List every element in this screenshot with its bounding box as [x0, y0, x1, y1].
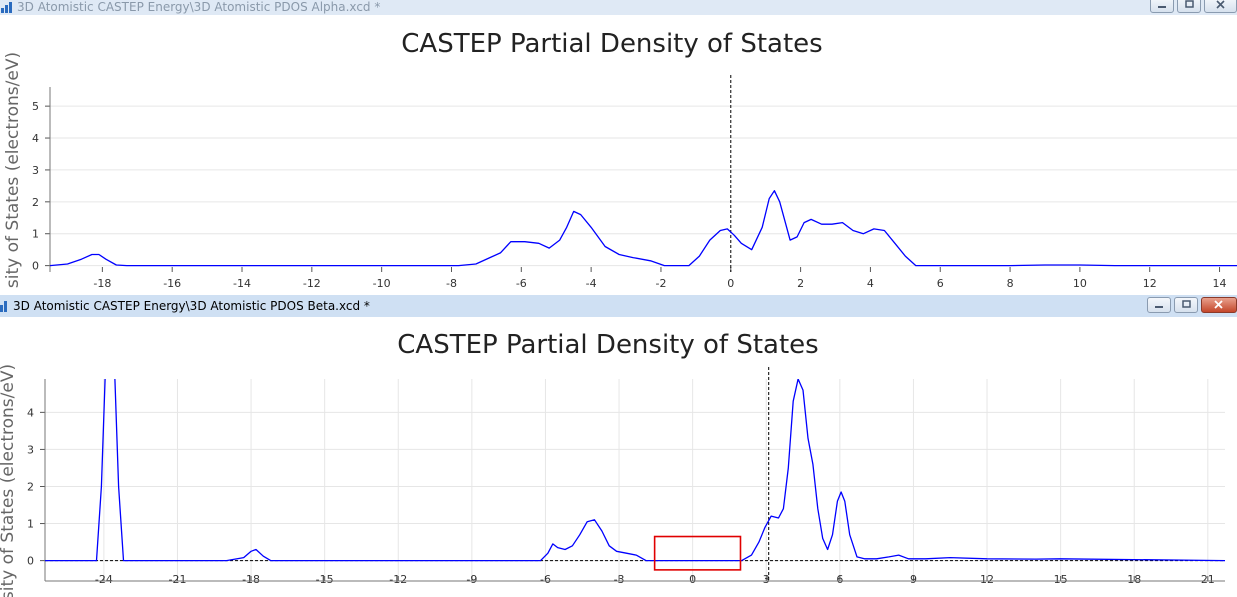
x-tick-label: -12: [303, 277, 321, 290]
y-tick-label: 1: [27, 518, 34, 531]
x-tick-label: 0: [689, 573, 696, 586]
x-tick-label: -6: [540, 573, 551, 586]
x-tick-label: 8: [1007, 277, 1014, 290]
y-axis-label: sity of States (electrons/eV): [0, 364, 18, 597]
x-tick-label: 12: [1143, 277, 1157, 290]
x-tick-label: -21: [168, 573, 186, 586]
x-tick-label: -2: [655, 277, 666, 290]
x-tick-label: 2: [797, 277, 804, 290]
x-tick-label: 10: [1073, 277, 1087, 290]
maximize-icon: [1175, 298, 1197, 312]
minimize-icon: [1151, 0, 1173, 12]
close-icon: [1205, 0, 1236, 12]
x-tick-label: -18: [242, 573, 260, 586]
x-tick-label: -12: [389, 573, 407, 586]
beta-close-button[interactable]: [1201, 297, 1237, 313]
x-tick-label: -9: [466, 573, 477, 586]
highlight-box: [655, 537, 741, 570]
y-tick-label: 5: [32, 100, 39, 113]
beta-window-titlebar[interactable]: 3D Atomistic CASTEP Energy\3D Atomistic …: [0, 295, 1237, 317]
x-tick-label: 14: [1213, 277, 1227, 290]
x-tick-label: -24: [95, 573, 113, 586]
chart-title: CASTEP Partial Density of States: [401, 29, 822, 59]
beta-minimize-button[interactable]: [1147, 297, 1171, 313]
alpha-minimize-button[interactable]: [1150, 0, 1174, 13]
y-tick-label: 0: [27, 555, 34, 568]
y-tick-label: 3: [27, 443, 34, 456]
x-tick-label: -14: [233, 277, 251, 290]
alpha-window-title: 3D Atomistic CASTEP Energy\3D Atomistic …: [17, 0, 380, 15]
x-tick-label: 12: [980, 573, 994, 586]
beta-maximize-button[interactable]: [1174, 297, 1198, 313]
x-tick-label: -8: [446, 277, 457, 290]
chart-app-icon: [1, 2, 12, 13]
y-tick-label: 2: [32, 196, 39, 209]
chart-title: CASTEP Partial Density of States: [397, 330, 818, 360]
x-tick-label: 9: [910, 573, 917, 586]
x-tick-label: 4: [867, 277, 874, 290]
x-tick-label: -10: [373, 277, 391, 290]
x-tick-label: -6: [516, 277, 527, 290]
x-tick-label: 6: [937, 277, 944, 290]
x-tick-label: -15: [316, 573, 334, 586]
y-tick-label: 1: [32, 228, 39, 241]
alpha-close-button[interactable]: [1204, 0, 1237, 13]
x-tick-label: -3: [614, 573, 625, 586]
x-tick-label: 21: [1201, 573, 1215, 586]
chart-app-icon: [0, 301, 8, 312]
x-tick-label: -18: [93, 277, 111, 290]
y-tick-label: 2: [27, 480, 34, 493]
alpha-pdos-window: 3D Atomistic CASTEP Energy\3D Atomistic …: [0, 0, 1237, 290]
y-tick-label: 4: [27, 406, 34, 419]
x-tick-label: -4: [586, 277, 597, 290]
y-axis-label: sity of States (electrons/eV): [3, 52, 23, 288]
y-tick-label: 3: [32, 164, 39, 177]
x-tick-label: 6: [836, 573, 843, 586]
x-tick-label: -16: [163, 277, 181, 290]
alpha-window-titlebar[interactable]: 3D Atomistic CASTEP Energy\3D Atomistic …: [0, 0, 1237, 15]
close-icon: [1202, 298, 1236, 312]
beta-window-title: 3D Atomistic CASTEP Energy\3D Atomistic …: [13, 295, 370, 317]
x-tick-label: 15: [1054, 573, 1068, 586]
beta-pdos-window: 3D Atomistic CASTEP Energy\3D Atomistic …: [0, 295, 1237, 597]
maximize-icon: [1178, 0, 1200, 12]
x-tick-label: 18: [1127, 573, 1141, 586]
minimize-icon: [1148, 298, 1170, 312]
alpha-pdos-chart: CASTEP Partial Density of States sity of …: [0, 15, 1237, 290]
dos-curve: [45, 368, 1225, 561]
y-tick-label: 0: [32, 260, 39, 273]
alpha-maximize-button[interactable]: [1177, 0, 1201, 13]
beta-pdos-chart: CASTEP Partial Density of States sity of …: [0, 317, 1237, 597]
x-tick-label: 0: [727, 277, 734, 290]
y-tick-label: 4: [32, 132, 39, 145]
